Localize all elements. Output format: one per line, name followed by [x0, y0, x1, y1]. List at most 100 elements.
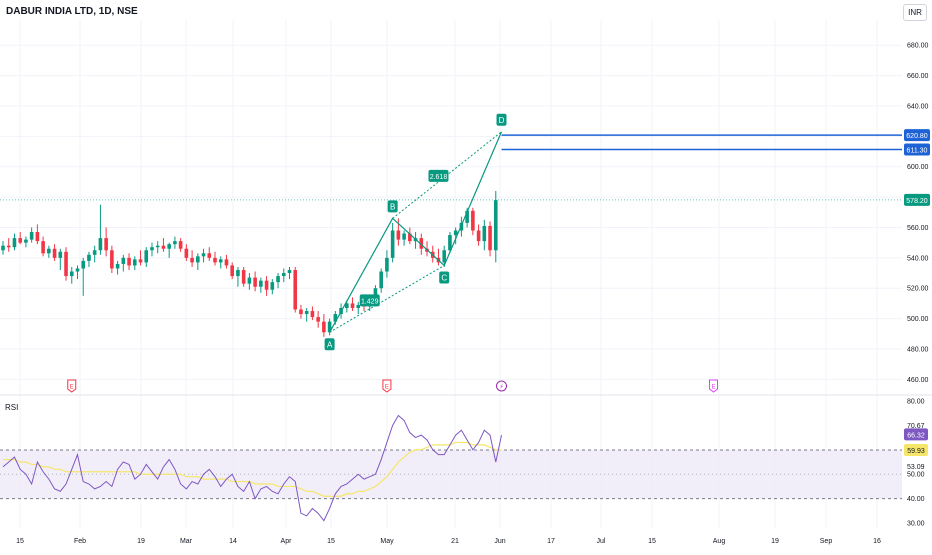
candle-body [184, 248, 189, 258]
harmonic-point-badge [387, 200, 398, 213]
candle-body [345, 303, 349, 308]
harmonic-point-label: C [441, 273, 447, 282]
y-tick-label: 600.00 [907, 164, 929, 171]
rsi-y-tick-label: 40.00 [907, 496, 925, 503]
candle-body [64, 251, 68, 277]
y-tick-label: 660.00 [907, 73, 929, 80]
candle-body [259, 280, 263, 287]
candle-body [167, 244, 171, 249]
candle-body [155, 245, 160, 248]
candle-body [442, 250, 447, 263]
symbol-title: DABUR INDIA LTD, 1D, NSE [6, 6, 138, 17]
event-marker-label: ⚡ [499, 384, 503, 391]
candle-body [104, 238, 108, 251]
candle-body [18, 238, 22, 243]
harmonic-ratio-label: 2.618 [430, 174, 448, 181]
candle-body [448, 235, 452, 251]
harmonic-ratio-label: 1.429 [361, 298, 379, 305]
earnings-event-marker [67, 379, 77, 393]
x-tick-label: 15 [327, 538, 335, 545]
earnings-event-marker [382, 379, 392, 393]
harmonic-point-label: B [390, 202, 395, 211]
candle-body [419, 238, 424, 249]
candle-body [350, 303, 355, 308]
rsi-y-tick-label: 80.00 [907, 398, 925, 405]
level-price-badge [904, 143, 930, 156]
x-tick-label: 19 [137, 538, 145, 545]
dividend-event-marker [496, 380, 508, 392]
candle-body [92, 250, 97, 255]
candle-body [224, 259, 229, 266]
x-tick-label: Jun [494, 538, 505, 545]
candle-body [58, 251, 63, 258]
y-tick-label: 680.00 [907, 43, 929, 50]
rsi-value-label: 66.32 [907, 432, 925, 439]
level-price-label: 611.30 [907, 148, 928, 155]
candle-body [132, 259, 137, 266]
candle-body [270, 282, 275, 290]
harmonic-point-label: A [327, 340, 333, 349]
x-tick-label: 17 [547, 538, 555, 545]
candle-body [29, 232, 34, 240]
current-price-badge [904, 193, 930, 206]
event-marker-label: E [712, 385, 716, 391]
rsi-y-tick-label: 53.09 [907, 464, 925, 471]
harmonic-point-label: D [499, 116, 505, 125]
rsi-ma-label: 59.93 [907, 448, 925, 455]
earnings-event-marker [709, 379, 719, 393]
candle-body [408, 233, 412, 242]
candle-body [1, 245, 5, 251]
x-tick-label: Sep [820, 538, 833, 545]
y-tick-label: 480.00 [907, 346, 929, 353]
candle-body [402, 233, 406, 240]
candle-body [144, 250, 149, 263]
candle-body [465, 210, 469, 223]
current-price-label: 578.20 [906, 198, 928, 205]
candle-body [356, 304, 361, 308]
candle-body [41, 241, 45, 254]
candle-body [52, 248, 57, 258]
candle-body [236, 270, 240, 277]
x-tick-label: 21 [451, 538, 459, 545]
candle-body [138, 259, 143, 263]
harmonic-point-badge [439, 271, 450, 284]
candle-body [310, 311, 315, 318]
candle-body [87, 254, 91, 261]
rsi-ma-line [3, 441, 502, 497]
candle-body [327, 321, 332, 333]
rsi-y-tick-label: 30.00 [907, 521, 925, 528]
level-price-badge [904, 129, 930, 142]
candle-body [287, 270, 292, 274]
candle-body [264, 280, 269, 290]
candle-body [453, 230, 458, 236]
candle-body [241, 270, 246, 284]
harmonic-point-badge [324, 338, 335, 351]
candle-body [293, 270, 298, 310]
candle-body [178, 241, 183, 249]
candle-body [304, 311, 309, 315]
harmonic-point-badge [496, 113, 507, 126]
candle-body [281, 273, 286, 277]
candle-body [121, 257, 126, 264]
x-tick-label: May [380, 538, 394, 545]
x-tick-label: Jul [597, 538, 606, 545]
candle-body [75, 268, 80, 272]
candle-body [161, 245, 166, 249]
candle-body [218, 259, 223, 263]
rsi-y-tick-label: 50.00 [907, 472, 925, 479]
candle-body [316, 317, 320, 322]
y-tick-label: 500.00 [907, 316, 929, 323]
candle-body [276, 276, 280, 283]
candle-body [115, 263, 120, 269]
candle-body [385, 257, 389, 272]
candle-body [110, 250, 114, 269]
rsi-ma-badge [904, 443, 928, 456]
x-tick-label: 16 [873, 538, 881, 545]
candle-body [253, 277, 257, 287]
harmonic-legs [329, 131, 503, 333]
candle-body [333, 314, 338, 322]
currency-button[interactable]: INR [903, 4, 927, 21]
candle-body [69, 271, 74, 277]
